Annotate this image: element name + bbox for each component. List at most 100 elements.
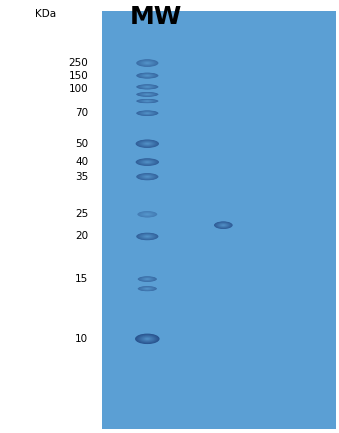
Ellipse shape [143, 213, 152, 216]
Ellipse shape [139, 73, 156, 78]
Ellipse shape [144, 62, 151, 64]
Ellipse shape [146, 94, 148, 95]
Ellipse shape [142, 288, 152, 290]
Ellipse shape [137, 211, 157, 217]
Ellipse shape [141, 277, 154, 281]
Ellipse shape [145, 100, 149, 101]
Ellipse shape [216, 222, 231, 228]
Ellipse shape [141, 85, 154, 88]
Ellipse shape [140, 336, 155, 342]
Text: 10: 10 [75, 334, 88, 344]
Ellipse shape [145, 214, 149, 215]
Ellipse shape [142, 86, 152, 88]
Ellipse shape [140, 234, 155, 239]
Ellipse shape [138, 60, 157, 66]
Ellipse shape [141, 142, 153, 146]
Ellipse shape [145, 176, 149, 178]
Ellipse shape [142, 161, 153, 164]
Ellipse shape [137, 140, 158, 148]
Ellipse shape [142, 61, 153, 65]
Ellipse shape [142, 235, 152, 238]
Ellipse shape [137, 84, 158, 89]
Ellipse shape [136, 92, 158, 97]
Ellipse shape [220, 224, 227, 226]
Text: 25: 25 [75, 209, 88, 220]
Text: 15: 15 [75, 274, 88, 284]
Ellipse shape [144, 213, 151, 216]
Ellipse shape [143, 337, 152, 341]
Ellipse shape [144, 337, 151, 340]
Ellipse shape [141, 93, 154, 96]
Ellipse shape [145, 278, 149, 280]
Ellipse shape [146, 288, 148, 289]
Ellipse shape [141, 112, 154, 115]
Ellipse shape [140, 61, 155, 66]
Ellipse shape [218, 223, 228, 227]
Text: 150: 150 [68, 71, 88, 81]
Ellipse shape [138, 211, 157, 217]
Ellipse shape [143, 94, 151, 95]
Ellipse shape [139, 141, 155, 146]
Ellipse shape [218, 223, 229, 227]
Ellipse shape [139, 93, 156, 96]
Ellipse shape [142, 175, 152, 178]
Ellipse shape [138, 233, 157, 239]
Ellipse shape [143, 278, 152, 280]
Ellipse shape [146, 75, 148, 76]
Ellipse shape [138, 140, 157, 147]
Ellipse shape [146, 176, 148, 177]
Ellipse shape [136, 73, 158, 78]
Ellipse shape [139, 159, 155, 165]
Ellipse shape [138, 174, 157, 180]
Ellipse shape [145, 75, 149, 76]
Ellipse shape [137, 92, 158, 97]
Ellipse shape [141, 160, 153, 164]
Text: 100: 100 [68, 84, 88, 94]
Ellipse shape [142, 86, 153, 88]
Ellipse shape [140, 174, 155, 179]
Ellipse shape [137, 158, 158, 165]
Ellipse shape [142, 61, 152, 65]
Text: MW: MW [130, 5, 182, 29]
Ellipse shape [146, 143, 149, 144]
Ellipse shape [144, 94, 151, 95]
Ellipse shape [141, 212, 154, 216]
Ellipse shape [216, 222, 231, 228]
Ellipse shape [142, 112, 152, 114]
Ellipse shape [140, 93, 155, 96]
Ellipse shape [144, 176, 151, 178]
Ellipse shape [136, 84, 158, 89]
Ellipse shape [139, 212, 156, 217]
Ellipse shape [137, 174, 158, 180]
Ellipse shape [145, 162, 149, 163]
Ellipse shape [139, 287, 155, 291]
Ellipse shape [146, 63, 148, 64]
Ellipse shape [146, 338, 149, 339]
Text: 20: 20 [75, 232, 88, 242]
Ellipse shape [140, 141, 154, 146]
Ellipse shape [144, 236, 151, 238]
Ellipse shape [142, 93, 153, 96]
Ellipse shape [143, 161, 152, 163]
Ellipse shape [141, 213, 153, 216]
Text: KDa: KDa [35, 9, 56, 19]
Ellipse shape [221, 224, 226, 226]
Ellipse shape [143, 288, 152, 290]
Ellipse shape [137, 111, 158, 116]
Ellipse shape [145, 143, 149, 145]
Text: 70: 70 [75, 108, 88, 118]
Ellipse shape [136, 59, 158, 67]
Ellipse shape [142, 142, 153, 145]
Ellipse shape [144, 113, 151, 114]
Ellipse shape [139, 233, 156, 239]
Ellipse shape [140, 287, 155, 291]
Ellipse shape [146, 236, 148, 237]
Ellipse shape [140, 85, 155, 89]
Ellipse shape [138, 73, 157, 78]
Ellipse shape [143, 142, 152, 145]
Ellipse shape [139, 85, 156, 89]
Ellipse shape [138, 286, 157, 291]
Ellipse shape [144, 161, 151, 163]
Ellipse shape [144, 288, 151, 290]
Ellipse shape [143, 100, 151, 102]
